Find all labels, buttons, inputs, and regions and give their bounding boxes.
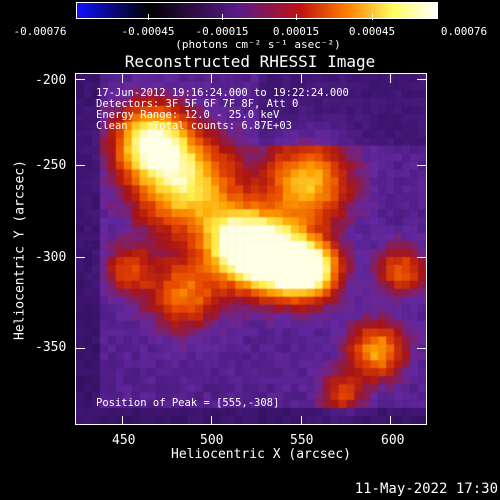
y-tick-label: -300 <box>35 250 67 265</box>
axis-tick <box>211 74 212 83</box>
colorbar-tick <box>148 14 149 20</box>
time-range-text: 17-Jun-2012 19:16:24.000 to 19:22:24.000 <box>96 87 349 99</box>
axis-tick <box>417 79 426 80</box>
x-tick-label: 600 <box>381 433 405 448</box>
colorbar <box>76 2 438 19</box>
counts-text: Clean Total counts: 6.87E+03 <box>96 120 292 132</box>
y-tick-label: -200 <box>35 73 67 88</box>
axis-tick <box>417 165 426 166</box>
colorbar-tick <box>372 14 373 20</box>
hxr-image <box>76 74 426 424</box>
colorbar-tick-label: -0.00015 <box>195 25 249 38</box>
axis-tick <box>417 348 426 349</box>
axis-tick <box>417 257 426 258</box>
axis-tick <box>76 79 85 80</box>
footer-date: 11-May-2022 17:30 <box>354 481 498 497</box>
colorbar-tick-label: 0.00045 <box>348 25 396 38</box>
x-tick-label: 450 <box>112 433 136 448</box>
axis-tick <box>76 348 85 349</box>
y-tick-label: -250 <box>35 158 67 173</box>
x-tick-label: 550 <box>290 433 314 448</box>
colorbar-tick-label: 0.00015 <box>272 25 320 38</box>
colorbar-tick-label: -0.00045 <box>121 25 175 38</box>
peak-position-text: Position of Peak = [555,-308] <box>96 397 280 409</box>
colorbar-tick <box>296 14 297 20</box>
axis-tick <box>301 416 302 425</box>
axis-tick <box>122 74 123 83</box>
image-title: Reconstructed RHESSI Image <box>124 52 376 71</box>
colorbar-gradient <box>77 3 437 18</box>
axis-tick <box>390 74 391 83</box>
axis-tick <box>301 74 302 83</box>
colorbar-tick-label: -0.00076 <box>13 25 67 38</box>
axis-tick <box>122 416 123 425</box>
axis-tick <box>76 257 85 258</box>
axis-tick <box>390 416 391 425</box>
detectors-text: Detectors: 3F 5F 6F 7F 8F, Att 0 <box>96 98 299 110</box>
x-axis-label: Heliocentric X (arcsec) <box>170 447 352 462</box>
axis-tick <box>211 416 212 425</box>
colorbar-tick <box>222 14 223 20</box>
axis-tick <box>76 165 85 166</box>
y-tick-label: -350 <box>35 340 67 355</box>
energy-range-text: Energy Range: 12.0 - 25.0 keV <box>96 109 280 121</box>
colorbar-units: (photons cm⁻² s⁻¹ asec⁻²) <box>175 38 341 51</box>
rhessi-image-plot <box>75 73 427 425</box>
y-axis-label: Heliocentric Y (arcsec) <box>12 159 28 341</box>
colorbar-tick-label: 0.00076 <box>440 25 488 38</box>
x-tick-label: 500 <box>200 433 224 448</box>
